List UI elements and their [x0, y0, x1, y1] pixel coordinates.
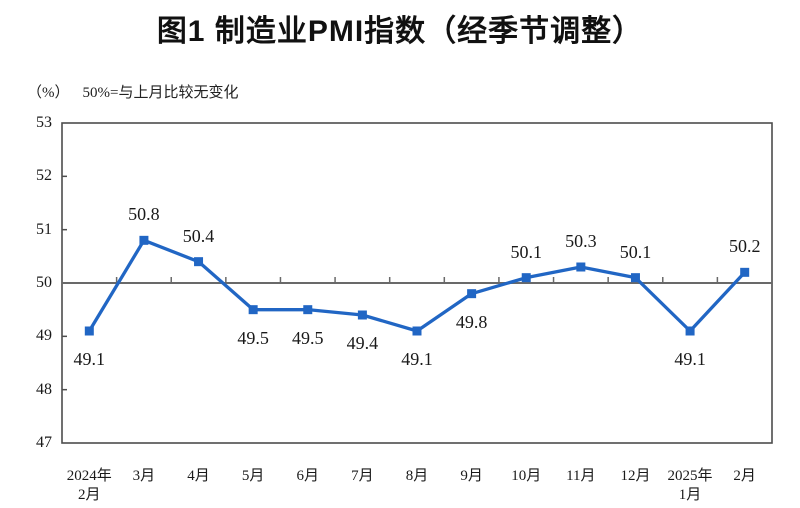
data-point-marker	[685, 326, 695, 336]
y-axis-label: 51	[36, 220, 52, 238]
x-axis-label: 9月	[460, 468, 483, 484]
x-axis-label: 5月	[241, 468, 265, 484]
data-point-marker	[740, 267, 750, 277]
data-point-marker	[630, 273, 640, 283]
reference-note: 50%=与上月比较无变化	[82, 85, 239, 101]
data-point-label: 49.8	[455, 311, 488, 332]
x-axis-label: 4月	[187, 468, 210, 484]
data-point-label: 49.5	[237, 327, 269, 348]
x-axis-label: 7月	[351, 468, 374, 484]
y-axis-label: 48	[36, 380, 52, 398]
x-axis-label: 6月	[296, 468, 320, 484]
x-axis-label: 12月	[620, 468, 651, 484]
x-axis-label: 11月	[566, 468, 596, 484]
x-axis-label: 2月	[78, 487, 101, 503]
data-point-marker	[194, 257, 204, 267]
y-axis-label: 49	[36, 327, 52, 345]
y-axis-label: 53	[36, 114, 52, 131]
data-point-marker	[248, 305, 258, 315]
y-axis-label: 50	[36, 274, 52, 291]
data-point-marker	[412, 326, 422, 336]
x-axis-label: 2024年	[66, 468, 112, 484]
data-point-marker	[139, 235, 149, 245]
data-point-label: 49.1	[674, 349, 706, 369]
data-point-marker	[357, 310, 367, 320]
data-point-marker	[84, 326, 94, 336]
data-point-label: 49.4	[346, 333, 379, 353]
y-axis-label: 47	[36, 434, 52, 451]
data-point-label: 49.1	[401, 349, 433, 369]
data-point-label: 50.8	[128, 204, 160, 225]
data-point-label: 49.5	[292, 327, 324, 348]
data-point-marker	[521, 273, 531, 283]
unit-label: （%）	[27, 85, 70, 101]
data-point-marker	[576, 262, 586, 272]
data-point-label: 50.2	[728, 236, 761, 257]
y-axis-label: 52	[36, 167, 52, 185]
data-point-label: 50.4	[182, 225, 215, 246]
x-axis-label: 8月	[405, 468, 429, 484]
x-axis-label: 3月	[132, 468, 156, 484]
chart-title: 图1 制造业PMI指数（经季节调整）	[156, 15, 644, 48]
chart-subtitle: （%） 50%=与上月比较无变化	[27, 84, 238, 103]
data-point-label: 50.3	[565, 231, 597, 251]
x-axis-label: 1月	[678, 487, 702, 503]
x-axis-label: 2025年	[667, 468, 713, 484]
x-axis-label: 2月	[733, 468, 756, 484]
data-point-label: 50.1	[510, 241, 542, 262]
data-point-label: 50.1	[619, 241, 652, 262]
data-point-marker	[303, 305, 313, 315]
data-point-marker	[467, 289, 477, 299]
data-point-label: 49.1	[73, 349, 106, 369]
x-axis-label: 10月	[511, 468, 542, 484]
